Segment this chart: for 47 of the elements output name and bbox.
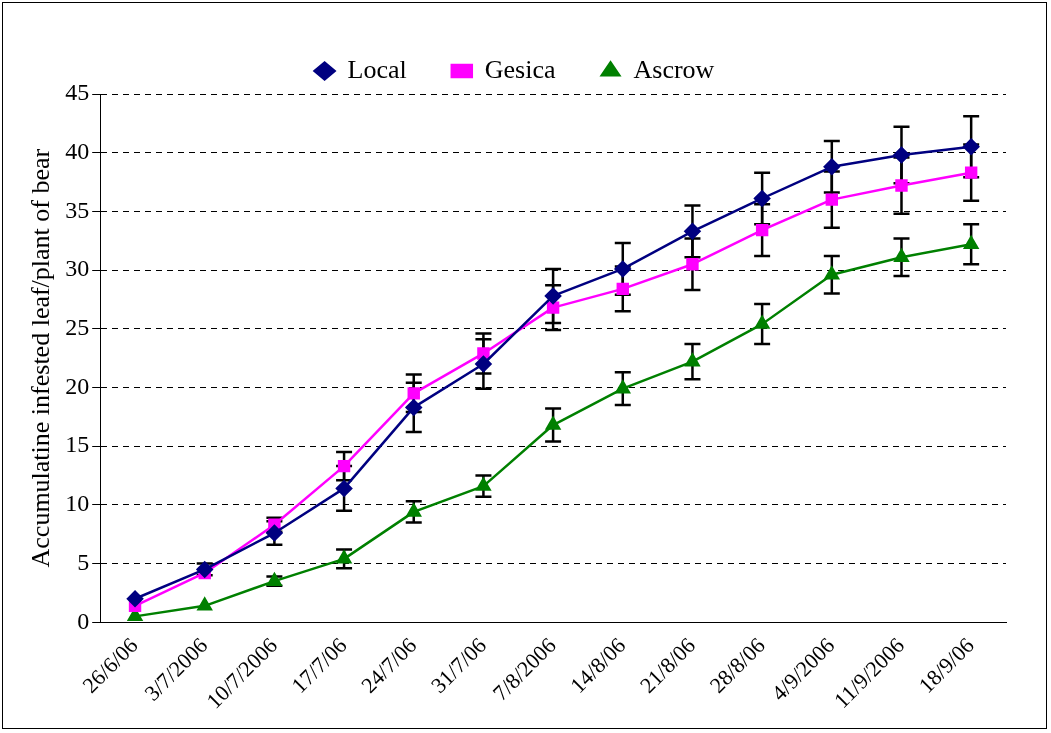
point <box>407 387 420 400</box>
legend-label: Local <box>347 54 407 84</box>
point <box>754 315 770 329</box>
point <box>475 355 492 373</box>
point <box>962 138 980 156</box>
y-tick-label: 25 <box>65 314 90 341</box>
point <box>893 146 910 164</box>
point <box>755 223 769 237</box>
legend-label: Ascrow <box>633 54 715 84</box>
point <box>477 347 490 360</box>
point <box>266 524 283 542</box>
y-tick-label: 20 <box>65 372 90 399</box>
point <box>753 190 771 207</box>
point <box>823 158 841 176</box>
point <box>895 179 908 192</box>
point <box>337 459 351 473</box>
y-tick-label: 30 <box>65 255 90 282</box>
point <box>336 550 352 564</box>
point <box>684 223 701 240</box>
point <box>545 416 561 430</box>
y-tick-label: 45 <box>65 79 90 106</box>
point <box>405 399 422 416</box>
y-tick-label: 40 <box>65 137 90 164</box>
point <box>335 480 353 497</box>
y-axis-title: Accumulatine infested leaf/plant of bear <box>26 148 56 568</box>
y-tick-label: 10 <box>65 490 90 517</box>
point <box>685 353 700 367</box>
point <box>614 260 632 278</box>
point <box>963 236 979 250</box>
point <box>825 193 839 206</box>
y-tick-label: 35 <box>65 196 90 223</box>
point <box>615 380 631 394</box>
point <box>686 258 699 271</box>
point <box>616 282 629 296</box>
point <box>544 287 562 305</box>
point <box>894 248 909 262</box>
y-tick-label: 5 <box>77 548 90 575</box>
point <box>964 166 978 179</box>
point <box>126 590 144 608</box>
point <box>197 597 213 611</box>
point <box>476 477 491 491</box>
point <box>406 503 422 517</box>
point <box>824 266 840 280</box>
point <box>546 301 560 314</box>
legend-label: Gesica <box>484 54 556 84</box>
y-tick-label: 15 <box>65 431 90 458</box>
y-tick-label: 0 <box>77 607 90 634</box>
